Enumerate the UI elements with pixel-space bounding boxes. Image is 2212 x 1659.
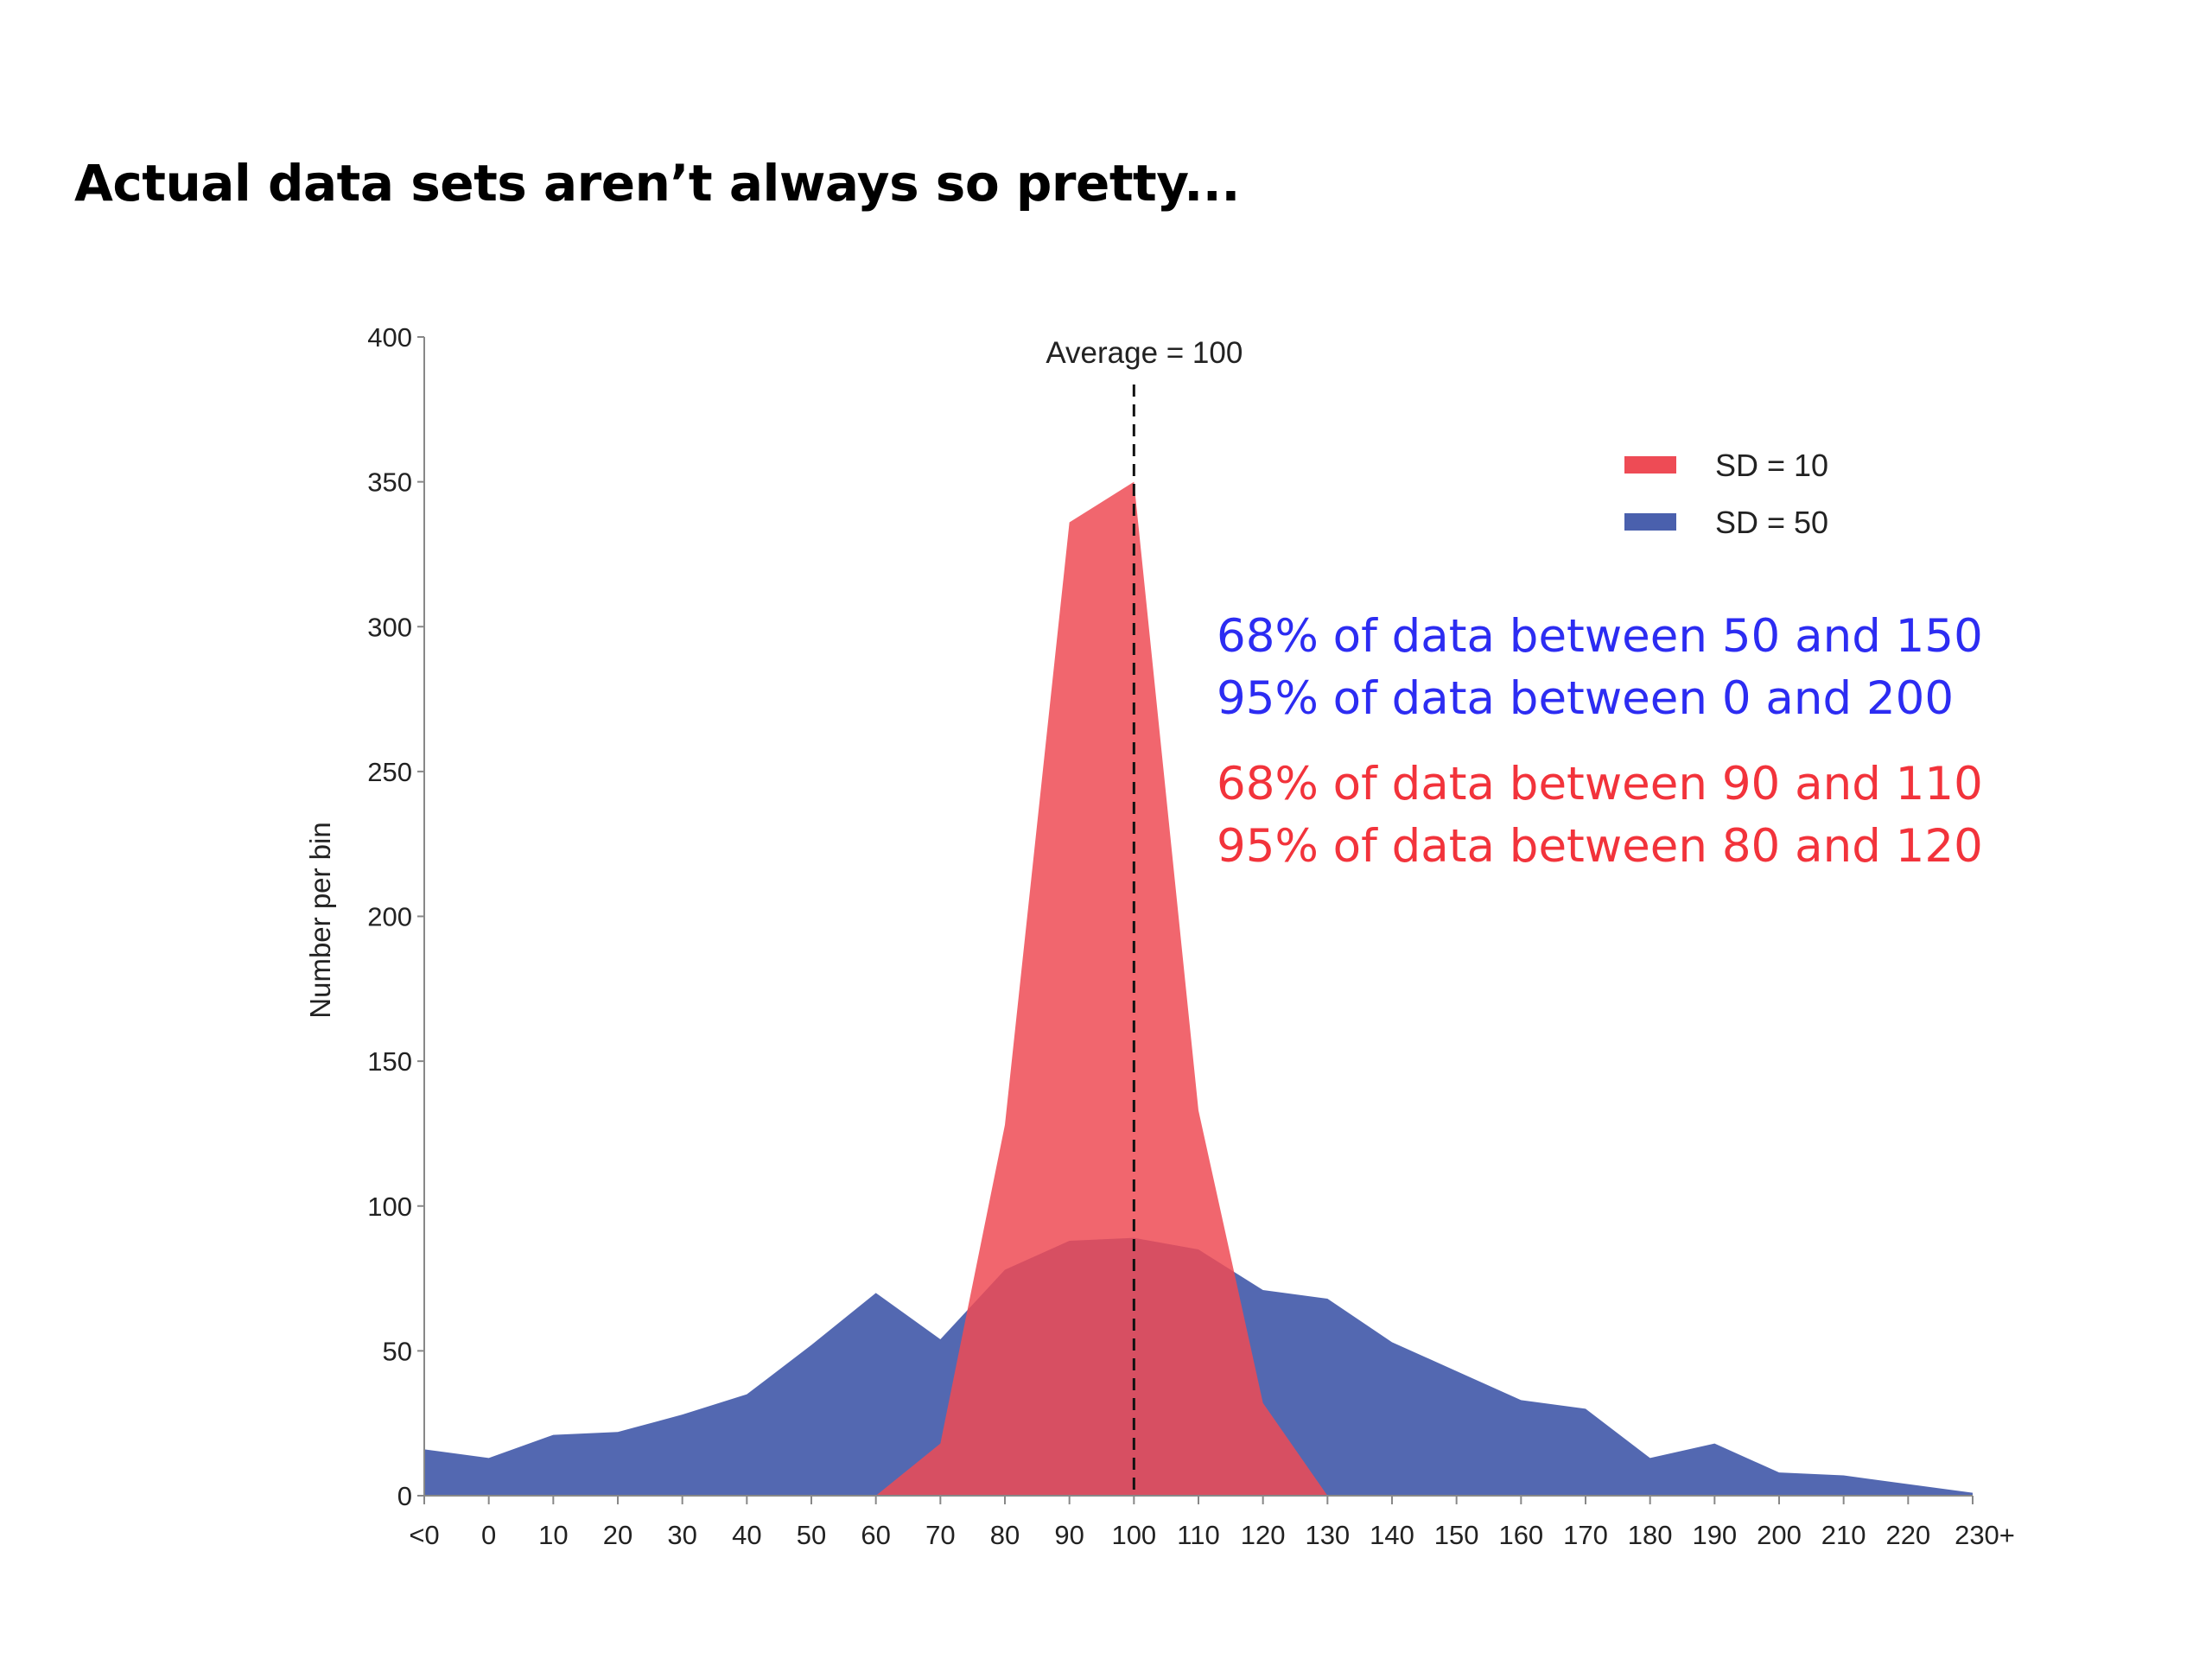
series-layer — [424, 481, 1973, 1496]
annotation-layer: Average = 100 68% of data between 50 and … — [1046, 336, 1983, 1496]
x-tick-label: 220 — [1885, 1520, 1930, 1550]
stat-note: 68% of data between 50 and 150 — [1217, 610, 1983, 663]
x-tick-label: 140 — [1370, 1520, 1414, 1550]
stat-note: 68% of data between 90 and 110 — [1217, 758, 1983, 810]
x-tick-label: 190 — [1692, 1520, 1737, 1550]
x-tick-label: 160 — [1498, 1520, 1543, 1550]
x-tick-label: 70 — [925, 1520, 955, 1550]
x-tick-label: 170 — [1563, 1520, 1608, 1550]
x-tick-label: 20 — [603, 1520, 632, 1550]
x-tick-label: 30 — [667, 1520, 696, 1550]
y-tick-label: 150 — [367, 1046, 412, 1077]
x-tick-label: 110 — [1177, 1520, 1219, 1550]
stat-note: 95% of data between 0 and 200 — [1217, 672, 1954, 725]
x-tick-label: 100 — [1111, 1520, 1156, 1550]
x-tick-label: 90 — [1054, 1520, 1084, 1550]
y-tick-label: 350 — [367, 467, 412, 498]
x-tick-label: <0 — [409, 1520, 439, 1550]
legend-label: SD = 50 — [1715, 505, 1828, 540]
x-tick-label: 230+ — [1955, 1520, 2015, 1550]
legend-label: SD = 10 — [1715, 448, 1828, 483]
x-tick-label: 50 — [797, 1520, 826, 1550]
x-tick-label: 120 — [1241, 1520, 1286, 1550]
x-tick-label: 0 — [481, 1520, 496, 1550]
x-tick-label: 80 — [990, 1520, 1020, 1550]
y-tick-label: 50 — [383, 1336, 412, 1366]
x-tick-label: 40 — [732, 1520, 761, 1550]
legend-swatch — [1624, 513, 1676, 531]
stat-note: 95% of data between 80 and 120 — [1217, 820, 1983, 873]
average-label: Average = 100 — [1046, 336, 1243, 370]
x-tick-label: 10 — [538, 1520, 568, 1550]
x-tick-label: 210 — [1821, 1520, 1866, 1550]
slide-title: Actual data sets aren’t always so pretty… — [74, 154, 1240, 213]
x-tick-label: 180 — [1628, 1520, 1673, 1550]
y-tick-label: 0 — [397, 1481, 412, 1511]
series-area-sd-10 — [424, 481, 1973, 1496]
x-tick-label: 130 — [1305, 1520, 1350, 1550]
x-tick-label: 150 — [1434, 1520, 1479, 1550]
y-tick-label: 250 — [367, 757, 412, 787]
axes-layer: 0 50 100 150 200 250 300 350 400 <0 0 10 20 30 40 50 60 7… — [304, 322, 2015, 1550]
y-tick-label: 200 — [367, 902, 412, 932]
y-tick-label: 100 — [367, 1192, 412, 1222]
y-tick-label: 400 — [367, 322, 412, 353]
x-tick-label: 200 — [1757, 1520, 1802, 1550]
x-tick-label: 60 — [861, 1520, 890, 1550]
legend-swatch — [1624, 456, 1676, 474]
y-tick-label: 300 — [367, 612, 412, 642]
legend: SD = 10 SD = 50 — [1624, 448, 1828, 540]
y-axis-title: Number per bin — [304, 822, 336, 1018]
